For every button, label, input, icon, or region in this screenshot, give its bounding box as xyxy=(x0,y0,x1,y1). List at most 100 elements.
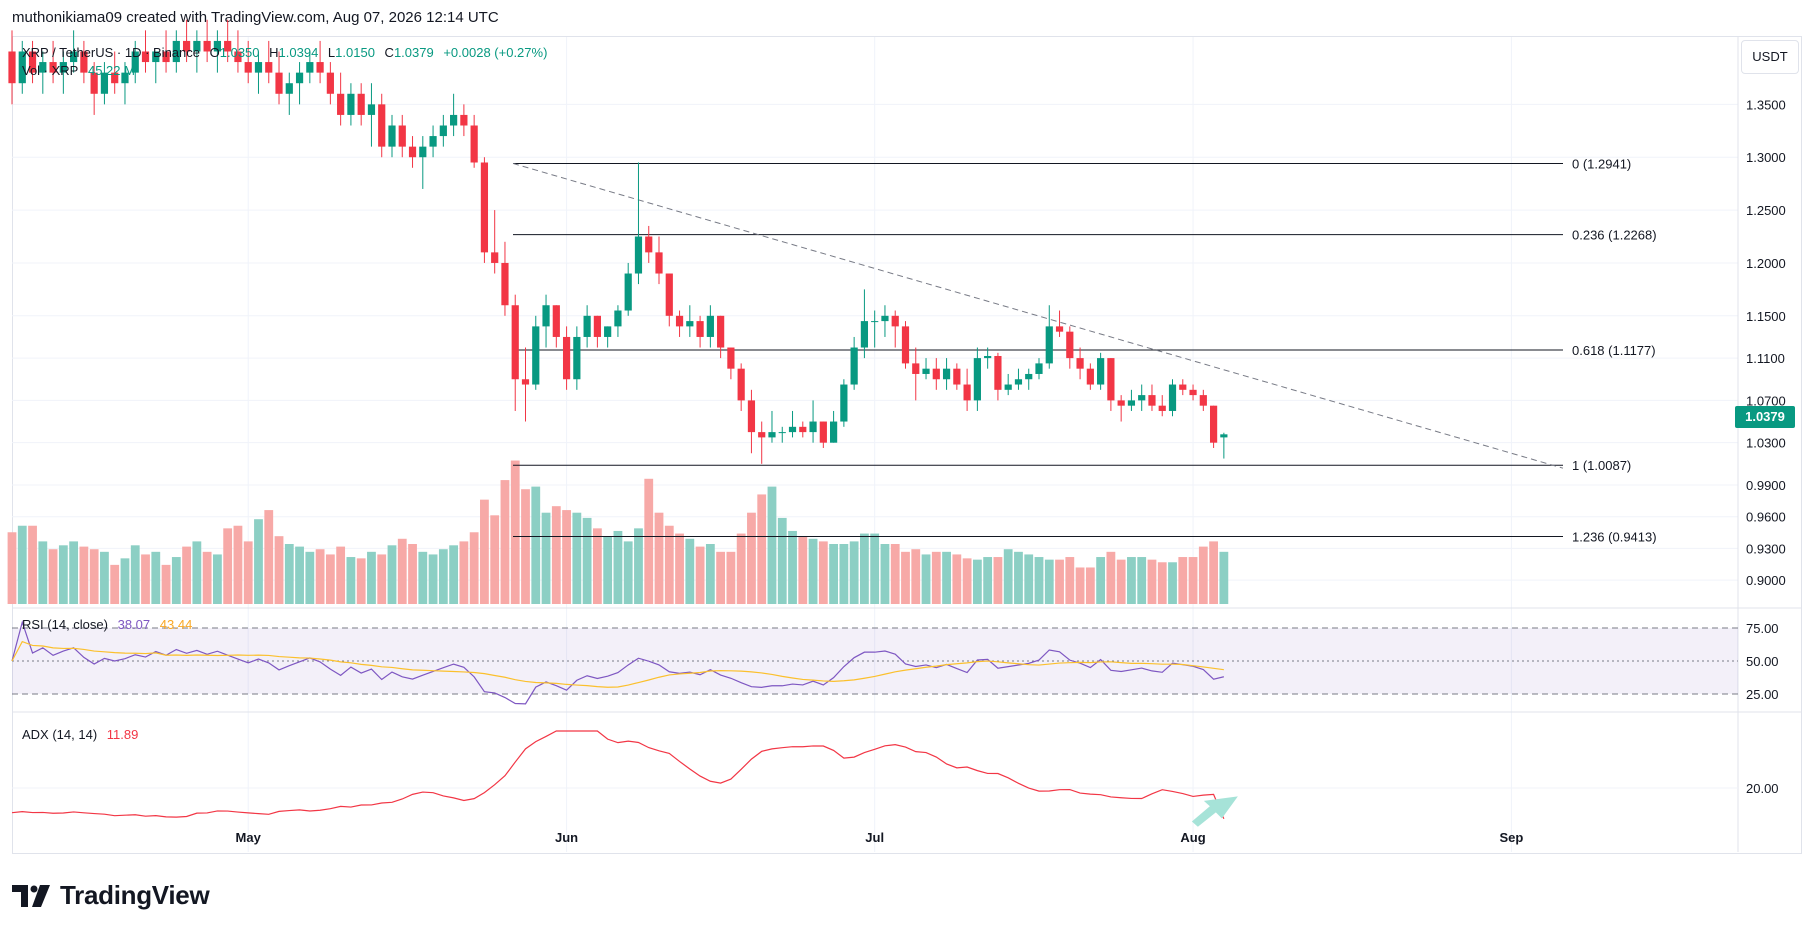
volume-bar xyxy=(438,549,448,604)
volume-bar xyxy=(1178,557,1188,604)
volume-bar xyxy=(377,554,387,604)
candle-body xyxy=(511,305,519,380)
price-tick-label: 1.3000 xyxy=(1746,150,1786,165)
volume-bar xyxy=(223,528,233,604)
volume-bar xyxy=(695,546,705,604)
volume-legend: Vol · XRP 45.22 M xyxy=(22,63,141,78)
volume-bar xyxy=(130,545,140,604)
volume-bar xyxy=(1137,557,1147,604)
volume-bar xyxy=(921,554,931,604)
volume-bar xyxy=(490,515,500,604)
volume-bar xyxy=(870,533,880,604)
candle-body xyxy=(1158,405,1166,411)
price-tick-label: 1.0700 xyxy=(1746,393,1786,408)
volume-bar xyxy=(428,554,438,604)
price-tick-label: 0.9000 xyxy=(1746,573,1786,588)
candle-body xyxy=(337,93,345,115)
volume-bar xyxy=(808,538,818,604)
volume-bar xyxy=(58,545,68,604)
candle-body xyxy=(727,347,735,369)
volume-bar xyxy=(993,557,1003,604)
open-label: O1.0350 xyxy=(210,45,260,60)
adx-label[interactable]: ADX (14, 14) xyxy=(22,727,98,742)
adx-value: 11.89 xyxy=(106,727,139,742)
volume-bar xyxy=(79,546,89,604)
candle-body xyxy=(624,273,632,311)
volume-bar xyxy=(28,525,37,604)
volume-value: 45.22 M xyxy=(87,63,135,78)
candle-body xyxy=(306,62,314,73)
volume-label[interactable]: Vol · XRP xyxy=(22,63,79,78)
brand-name: TradingView xyxy=(60,880,210,910)
candle-body xyxy=(1209,405,1218,443)
currency-button[interactable]: USDT xyxy=(1741,40,1799,74)
time-tick-label: Jun xyxy=(555,830,578,845)
candle-body xyxy=(100,72,109,94)
close-label: C1.0379 xyxy=(385,45,434,60)
volume-bar xyxy=(818,541,828,604)
volume-bar xyxy=(254,519,263,604)
candle-body xyxy=(912,363,920,374)
volume-bar xyxy=(613,530,623,604)
volume-bar xyxy=(654,512,664,604)
fib-level-label: 0.236 (1.2268) xyxy=(1572,228,1657,243)
volume-bar xyxy=(120,558,130,604)
chart-attribution: muthonikiama09 created with TradingView.… xyxy=(12,9,499,26)
main-legend: XRP / TetherUS · 1D · Binance O1.0350 H1… xyxy=(22,45,553,60)
candle-body xyxy=(747,400,756,433)
candle-body xyxy=(80,51,88,73)
candle-body xyxy=(758,432,766,438)
candle-body xyxy=(799,426,807,433)
candle-body xyxy=(28,51,37,73)
candle-body xyxy=(778,432,786,434)
fib-level-label: 0 (1.2941) xyxy=(1572,156,1631,171)
candle-body xyxy=(840,384,848,422)
candle-body xyxy=(18,51,26,84)
price-tick-label: 0.9300 xyxy=(1746,541,1786,556)
volume-bar xyxy=(315,549,325,604)
candle-body xyxy=(675,315,684,327)
volume-bar xyxy=(1209,541,1218,604)
adx-pane: 20.00 xyxy=(11,730,1779,827)
candle-body xyxy=(419,146,427,158)
volume-bar xyxy=(777,517,787,604)
candle-body xyxy=(70,51,78,63)
candle-body xyxy=(994,355,1002,390)
volume-bar xyxy=(1168,562,1177,604)
symbol-label[interactable]: XRP / TetherUS · 1D · Binance xyxy=(22,45,200,60)
candle-body xyxy=(254,62,263,73)
candle-body xyxy=(8,51,16,84)
volume-bar xyxy=(1127,557,1136,604)
candle-body xyxy=(39,62,47,73)
volume-bar xyxy=(1034,557,1044,604)
volume-bar xyxy=(675,533,684,604)
volume-bar xyxy=(284,544,294,604)
price-tick-label: 1.2500 xyxy=(1746,203,1786,218)
price-tick-label: 1.1500 xyxy=(1746,309,1786,324)
candle-body xyxy=(973,358,981,401)
high-label: H1.0394 xyxy=(269,45,318,60)
volume-bar xyxy=(1147,559,1157,604)
candle-body xyxy=(275,72,283,94)
volume-bar xyxy=(572,512,582,604)
close-letter: C xyxy=(384,45,394,60)
candle-body xyxy=(501,262,509,306)
candle-body xyxy=(942,368,951,380)
volume-bar xyxy=(192,541,202,604)
volume-bar xyxy=(356,558,366,604)
volume-bar xyxy=(880,544,890,604)
volume-bar xyxy=(38,541,48,604)
candle-body xyxy=(203,40,211,52)
candle-body xyxy=(1107,358,1115,401)
candle-body xyxy=(922,368,930,374)
price-axis: 1.3500 1.3000 1.2500 1.2000 1.1500 1.1100 1.07… xyxy=(1746,97,1786,588)
footer-logo[interactable]: TradingView xyxy=(12,880,210,911)
volume-bar xyxy=(48,549,58,604)
volume-bar xyxy=(418,551,428,604)
rsi-label[interactable]: RSI (14, close) xyxy=(22,617,108,632)
candle-body xyxy=(614,310,622,327)
volume-bar xyxy=(213,554,222,604)
candle-body xyxy=(152,51,160,63)
volume-bar xyxy=(849,541,859,604)
